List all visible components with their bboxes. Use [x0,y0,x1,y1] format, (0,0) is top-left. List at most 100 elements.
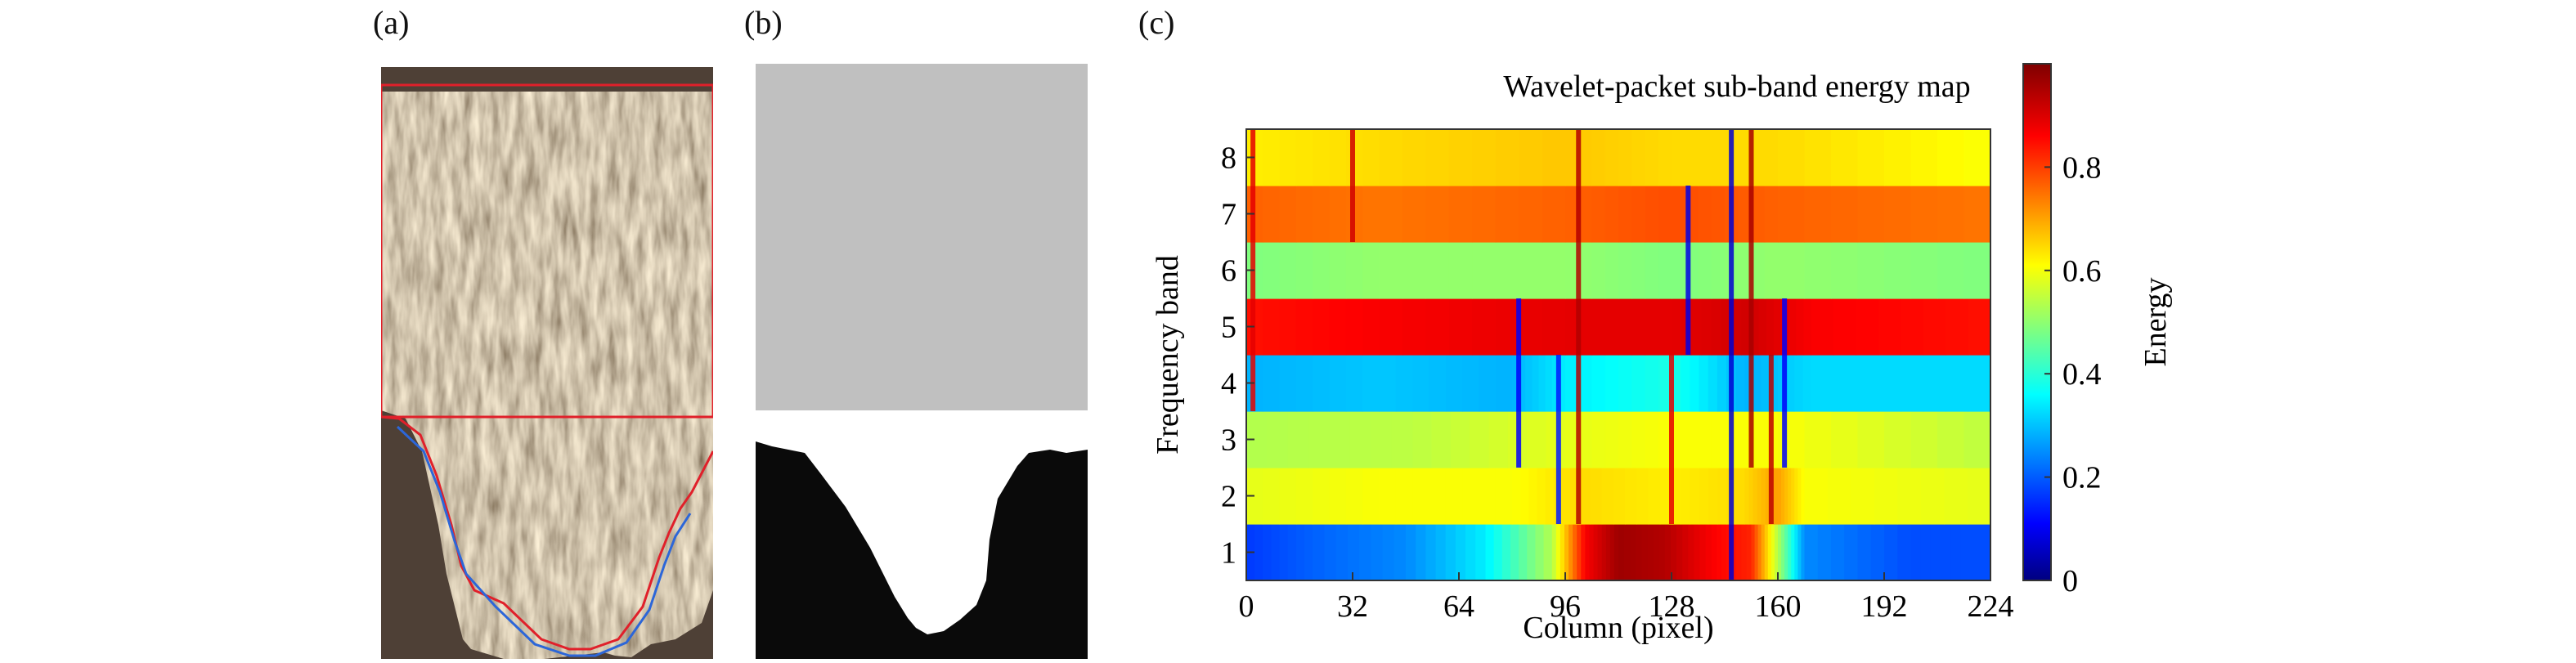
heatmap-cell [1604,355,1619,412]
heatmap-cell [1744,468,1750,525]
heatmap-cell [1425,186,1450,243]
heatmap-cell [1698,129,1712,186]
heatmap-cell [1857,129,1885,186]
heatmap-cell [1794,524,1798,581]
heatmap-cell [1597,524,1603,581]
heatmap-cell [1817,524,1832,581]
heatmap-cell [1699,468,1709,525]
heatmap-cell [1591,298,1606,356]
heatmap-cell [1263,186,1281,243]
heatmap-cell [1379,298,1403,356]
heatmap-cell [1645,242,1659,299]
heatmap-cell [1519,129,1543,186]
colorbar-tick-label: 0.6 [2062,254,2102,289]
heatmap-cell [1560,524,1565,581]
heatmap-cell [1658,524,1666,581]
heatmap-cell [1784,468,1788,525]
heatmap-cell [1279,186,1297,243]
heatmap-cell [1519,355,1526,412]
heatmap-cell [1450,411,1470,468]
heatmap-cell [1345,298,1363,356]
heatmap-cell [1578,129,1593,186]
heatmap-cell [1811,298,1834,356]
colorbar-tick-label: 0.8 [2062,150,2102,185]
heatmap-cell [1804,468,1829,525]
heatmap-cell [1682,524,1689,581]
heatmap-cell [1528,468,1538,525]
heatmap-cell [1857,524,1872,581]
heatmap-cell [1708,468,1718,525]
heatmap-cell [1263,524,1272,581]
heatmap-cell [1532,355,1540,412]
heatmap-cell [1794,468,1798,525]
heatmap-cell [1512,468,1521,525]
heatmap-cell [1435,524,1447,581]
x-axis-ticks: 0 32 64 96 128 160 192 224 [1239,572,2014,624]
mask-svg [756,441,1088,659]
heatmap-cell [1766,298,1775,356]
heatmap-cell [1445,468,1463,525]
y-tick-label: 5 [1221,311,1236,345]
heatmap-cell [1731,298,1742,356]
heatmap-cell [1624,524,1631,581]
heatmap-cell [1751,129,1766,186]
heatmap-cell [1937,411,1965,468]
heatmap-cell [1773,298,1782,356]
heatmap-cell [1870,524,1885,581]
heatmap-cell [1937,129,1965,186]
heatmap-cell [1791,524,1795,581]
heatmap-cell [1920,468,1945,525]
heatmap-cell [1672,468,1681,525]
heatmap-cell [1754,524,1759,581]
heatmap-cell [1395,468,1413,525]
heatmap-cell [1658,129,1672,186]
heatmap-cell [1711,524,1717,581]
heatmap-cell [1546,411,1566,468]
heatmap-cell [1941,524,1951,581]
heatmap-cell [1781,524,1785,581]
heatmap-cell [1910,524,1922,581]
heatmap-cell [1527,524,1537,581]
y-tick-label: 7 [1221,198,1236,232]
heatmap-cell [1475,524,1487,581]
heatmap-cell [1884,129,1912,186]
heatmap-cell [1968,355,1991,412]
heatmap-cell [1711,129,1726,186]
heatmap-cell [1279,129,1297,186]
heatmap-cell [1613,524,1619,581]
heatmap-cell [1519,186,1543,243]
heatmap-cell [1690,468,1700,525]
heatmap-cell [1831,242,1859,299]
heatmap-cell [1565,411,1579,468]
heatmap-cell [1329,242,1347,299]
heatmap-cell [1857,242,1885,299]
heatmap-cell [1429,468,1447,525]
heatmap-cell [1699,355,1709,412]
y-tick-label: 8 [1221,141,1236,176]
heatmap-cell [1485,524,1495,581]
heatmap-cell [1618,355,1632,412]
heatmap-cell [1371,524,1384,581]
heatmap-cell [1618,524,1625,581]
heatmap-cell [1851,468,1875,525]
y-tick-label: 4 [1221,367,1236,401]
heatmap-cell [1545,468,1555,525]
heatmap-cell [1778,186,1806,243]
x-tick-label: 96 [1550,589,1581,624]
heatmap-cell [1581,524,1586,581]
heatmap-cell [1672,242,1685,299]
heatmap-cell [1349,411,1371,468]
heatmap-cell [1295,186,1313,243]
heatmap-cell [1593,524,1599,581]
heatmap-cell [1711,242,1726,299]
plot-frame [1245,128,1991,581]
heatmap-cell [1636,524,1643,581]
heatmap-cell [1659,468,1672,525]
heatmap-cell [1558,355,1566,412]
heatmap-cell [1788,468,1792,525]
heatmap-cell [1578,186,1593,243]
heatmap-cell [1512,355,1519,412]
heatmap-cell [1379,242,1403,299]
heatmap-cell [1362,298,1380,356]
heatmap-cell [1510,524,1519,581]
